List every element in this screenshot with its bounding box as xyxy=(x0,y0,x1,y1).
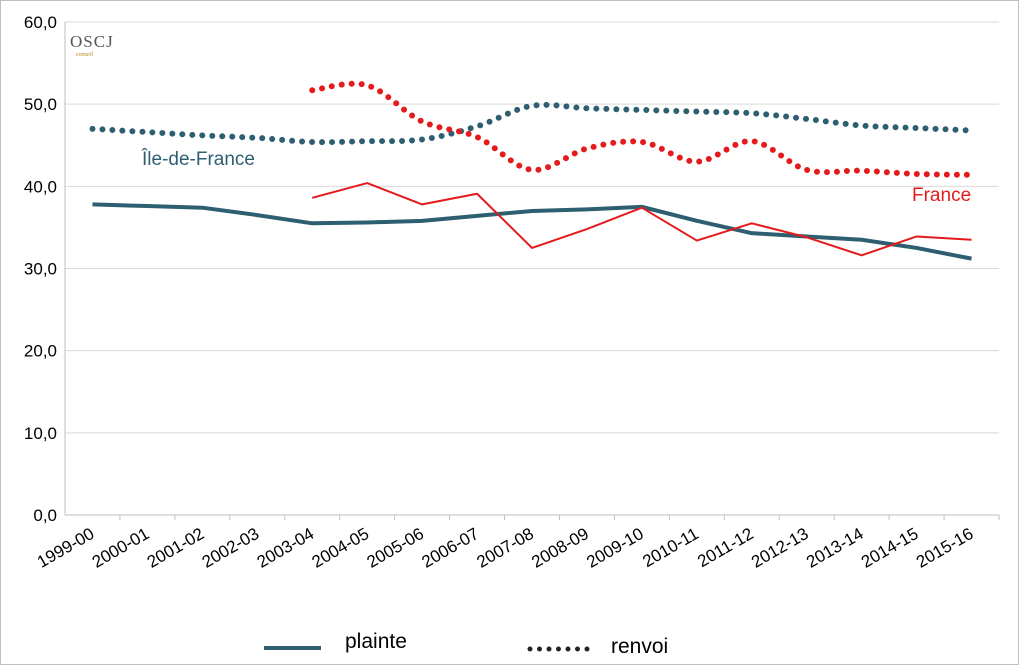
logo: OSCJ conseil xyxy=(70,32,114,58)
x-tick-label: 2003-04 xyxy=(254,524,318,572)
y-tick-label: 30,0 xyxy=(24,260,57,279)
x-tick-label: 2004-05 xyxy=(309,524,373,572)
series-label-idf: Île-de-France xyxy=(141,148,255,170)
y-tick-label: 0,0 xyxy=(33,506,57,525)
x-tick-label: 2010-11 xyxy=(639,524,701,571)
logo-text: OSCJ xyxy=(70,32,114,51)
series-group xyxy=(89,80,975,261)
logo-subtext: conseil xyxy=(76,52,93,58)
series-label-france: France xyxy=(912,185,971,206)
x-tick-label: 2008-09 xyxy=(528,524,592,572)
y-tick-label: 40,0 xyxy=(24,177,57,196)
x-axis: 1999-002000-012001-022002-032003-042004-… xyxy=(34,514,1000,572)
series-line-idf-renvoi xyxy=(89,101,975,146)
y-tick-label: 10,0 xyxy=(24,424,57,443)
x-tick-label: 2013-14 xyxy=(803,524,867,572)
x-tick-label: 1999-00 xyxy=(34,524,98,572)
x-tick-label: 2012-13 xyxy=(748,524,812,572)
x-tick-label: 2007-08 xyxy=(473,524,537,572)
x-tick-label: 2015-16 xyxy=(913,524,977,572)
x-tick-label: 2009-10 xyxy=(583,524,647,572)
x-tick-label: 2002-03 xyxy=(199,524,263,572)
y-tick-label: 60,0 xyxy=(24,13,57,32)
y-tick-label: 20,0 xyxy=(24,342,57,361)
x-tick-label: 2011-12 xyxy=(694,524,756,571)
series-line-idf-plainte xyxy=(92,202,972,261)
legend-dotted-label: renvoi xyxy=(611,635,668,658)
y-axis: 0,0 10,0 20,0 30,0 40,0 50,0 60,0 xyxy=(24,13,66,525)
x-tick-label: 2001-02 xyxy=(144,524,208,572)
y-tick-label: 50,0 xyxy=(24,95,57,114)
series-line-france-plainte xyxy=(311,182,972,257)
legend-solid-label: plainte xyxy=(345,630,407,653)
grid-lines xyxy=(65,21,999,434)
legend: plainte renvoi xyxy=(264,630,668,658)
x-tick-label: 2014-15 xyxy=(858,524,922,572)
series-line-france-renvoi xyxy=(309,80,975,178)
x-tick-label: 2000-01 xyxy=(89,524,153,572)
x-tick-label: 2005-06 xyxy=(364,524,428,572)
x-tick-label: 2006-07 xyxy=(419,524,483,572)
